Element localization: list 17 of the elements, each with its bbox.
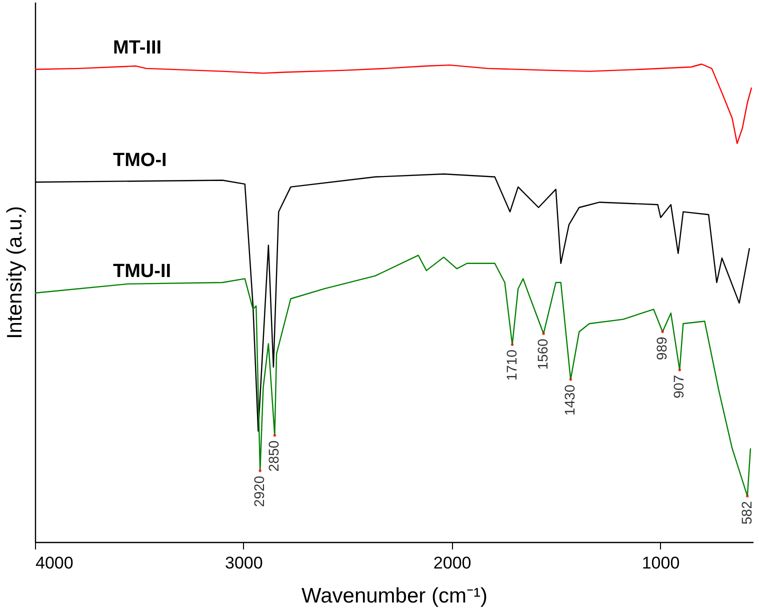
series-label: MT-III: [113, 37, 162, 58]
annotation: 1710: [503, 349, 520, 381]
annotation: 1560: [534, 338, 551, 370]
x-tick-label: 3000: [225, 554, 263, 572]
x-tick-label: 1000: [642, 554, 680, 572]
x-tick-label: 2000: [433, 554, 472, 572]
annotation: 989: [654, 336, 670, 360]
series-label: TMU-II: [113, 261, 172, 282]
y-axis-title: Intensity (a.u.): [4, 206, 26, 340]
annotation: 1430: [562, 384, 578, 416]
x-tick-label: 4000: [36, 554, 74, 572]
annotation: 2920: [251, 476, 268, 507]
x-axis-title: Wavenumber (cm⁻¹): [302, 584, 488, 608]
annotation: 907: [670, 374, 687, 398]
annotation: 2850: [266, 440, 282, 472]
series-label: TMO-I: [113, 150, 167, 172]
annotation: 582: [738, 500, 754, 524]
